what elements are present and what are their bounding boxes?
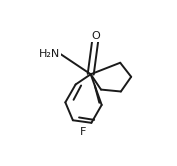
- Text: O: O: [92, 31, 100, 41]
- Text: H₂N: H₂N: [39, 49, 60, 59]
- Text: F: F: [80, 127, 86, 137]
